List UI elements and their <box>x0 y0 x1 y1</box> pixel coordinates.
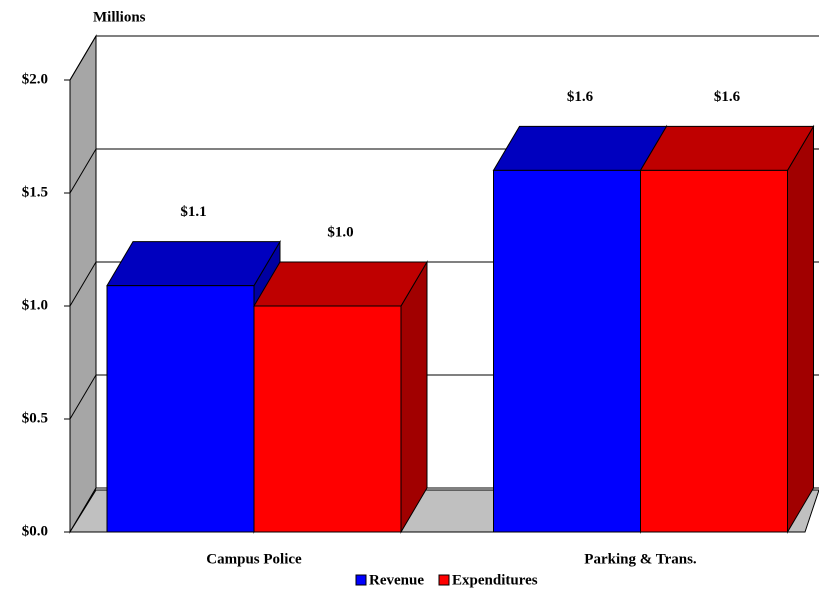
bar <box>493 169 641 533</box>
legend-label: Revenue <box>369 572 424 588</box>
y-tick-label: $0.0 <box>22 523 48 539</box>
bar-top <box>492 125 668 171</box>
legend-label: Expenditures <box>452 572 538 588</box>
legend-swatch <box>355 574 367 586</box>
value-label: $1.0 <box>327 224 353 240</box>
bar-top <box>253 261 428 307</box>
y-tick-label: $0.5 <box>22 410 48 426</box>
bar-side <box>787 124 814 534</box>
bar-side <box>400 260 428 534</box>
bar <box>640 169 788 533</box>
grid-line <box>69 374 97 420</box>
x-tick-label: Parking & Trans. <box>584 551 697 567</box>
y-tick-label: $1.0 <box>22 297 48 313</box>
bar-top <box>106 241 281 287</box>
grid-line <box>69 261 97 307</box>
bar-top <box>639 125 815 171</box>
bar <box>106 285 255 533</box>
legend-swatch <box>438 574 450 586</box>
y-axis-title: Millions <box>93 9 146 25</box>
grid-line <box>69 148 97 194</box>
bar <box>253 305 402 533</box>
y-tick-label: $1.5 <box>22 184 48 200</box>
value-label: $1.1 <box>180 204 206 220</box>
y-tick-label: $2.0 <box>22 71 48 87</box>
value-label: $1.6 <box>714 89 741 105</box>
value-label: $1.6 <box>567 89 594 105</box>
grid-line <box>69 35 97 81</box>
x-tick-label: Campus Police <box>206 551 302 567</box>
